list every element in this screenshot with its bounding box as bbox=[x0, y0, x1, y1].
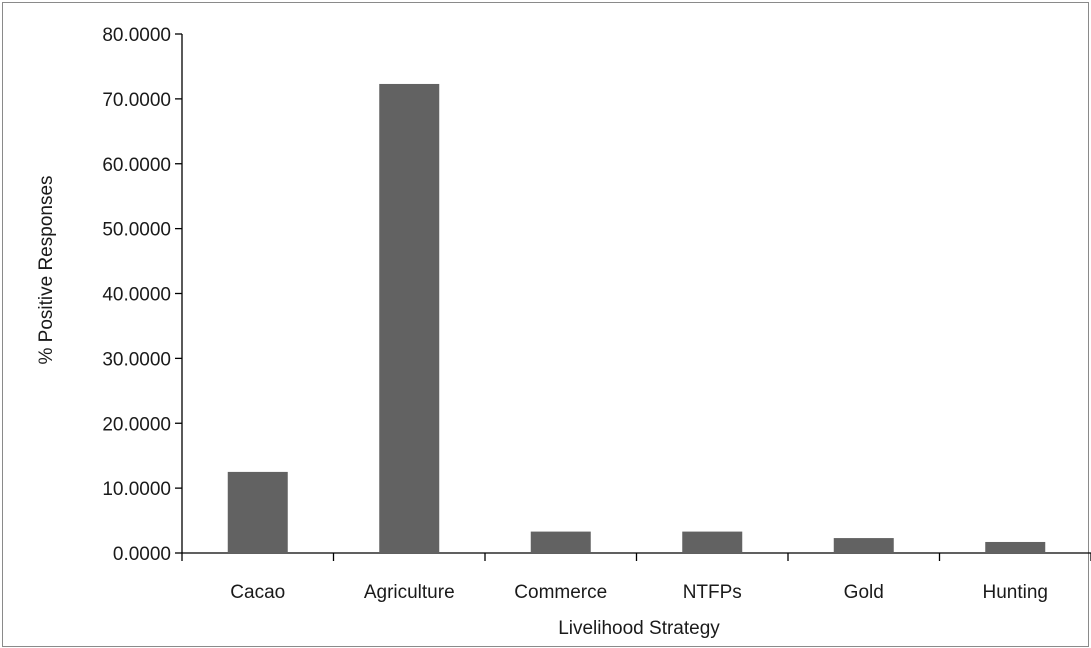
bar-hunting bbox=[985, 541, 1046, 553]
y-tick-label: 30.0000 bbox=[102, 349, 171, 370]
x-axis-title: Livelihood Strategy bbox=[558, 618, 720, 639]
y-tick-label: 10.0000 bbox=[102, 479, 171, 500]
x-tick-label: Cacao bbox=[230, 582, 285, 603]
bars bbox=[227, 83, 1046, 554]
y-axis-title: % Positive Responses bbox=[36, 175, 57, 364]
x-axis-tick-labels: Cacao Agriculture Commerce NTFPs Gold Hunting bbox=[230, 582, 1048, 603]
chart-axes bbox=[181, 34, 1091, 561]
y-tick-label: 40.0000 bbox=[102, 285, 171, 306]
y-tick-label: 20.0000 bbox=[102, 414, 171, 435]
y-tick-label: 80.0000 bbox=[102, 25, 171, 46]
y-tick-label: 60.0000 bbox=[102, 155, 171, 176]
y-axis-ticks: 0.0000 10.0000 20.0000 30.0000 40.0000 50.000… bbox=[102, 25, 182, 565]
x-tick-label: Gold bbox=[844, 582, 884, 603]
x-tick-label: Agriculture bbox=[364, 582, 455, 603]
x-tick-label: Hunting bbox=[983, 582, 1049, 603]
bar-commerce bbox=[530, 531, 591, 553]
x-tick-label: Commerce bbox=[514, 582, 607, 603]
bar-agriculture bbox=[379, 83, 440, 554]
bar-cacao bbox=[227, 471, 288, 553]
y-tick-label: 0.0000 bbox=[113, 544, 171, 565]
bar-gold bbox=[833, 538, 894, 553]
bar-ntfps bbox=[682, 531, 743, 553]
y-tick-label: 70.0000 bbox=[102, 90, 171, 111]
x-tick-label: NTFPs bbox=[683, 582, 742, 603]
y-tick-label: 50.0000 bbox=[102, 220, 171, 241]
